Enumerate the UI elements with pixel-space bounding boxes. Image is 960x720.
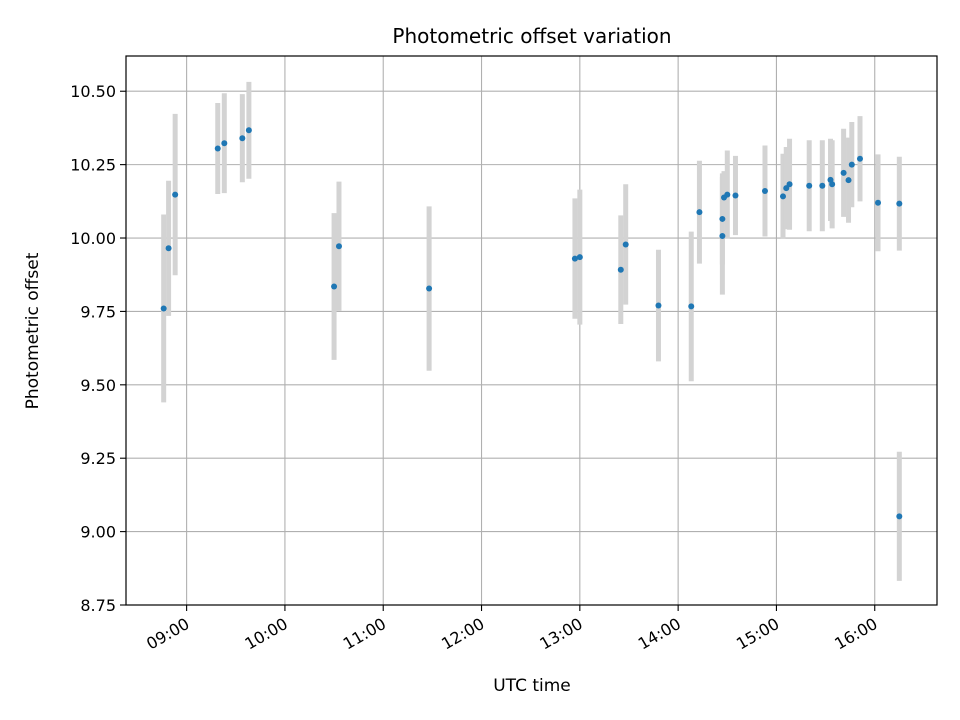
- data-point: [576, 254, 583, 261]
- y-tick-label: 9.75: [80, 302, 116, 321]
- data-point: [335, 243, 342, 250]
- x-axis-label: UTC time: [493, 676, 571, 696]
- y-tick-label: 10.50: [70, 82, 116, 101]
- data-point: [786, 181, 793, 188]
- data-point: [779, 193, 786, 200]
- data-point: [622, 241, 629, 248]
- data-point: [160, 305, 167, 312]
- data-point: [426, 285, 433, 292]
- data-point: [896, 513, 903, 520]
- y-tick-label: 9.00: [80, 523, 116, 542]
- data-point: [856, 155, 863, 162]
- data-point: [732, 192, 739, 199]
- data-point: [819, 182, 826, 189]
- y-tick-label: 10.00: [70, 229, 116, 248]
- data-point: [875, 199, 882, 206]
- y-tick-label: 9.50: [80, 376, 116, 395]
- data-point: [806, 182, 813, 189]
- data-point: [688, 303, 695, 310]
- plot-frame: [125, 55, 938, 606]
- y-axis-label: Photometric offset: [23, 252, 43, 409]
- data-point: [165, 245, 172, 252]
- chart-title: Photometric offset variation: [392, 24, 671, 48]
- data-point: [617, 266, 624, 273]
- data-point: [719, 215, 726, 222]
- data-point: [724, 191, 731, 198]
- data-point: [571, 255, 578, 262]
- data-point: [719, 232, 726, 239]
- data-point: [848, 161, 855, 168]
- data-point: [896, 200, 903, 207]
- data-point: [761, 188, 768, 195]
- y-tick-label: 10.25: [70, 156, 116, 175]
- y-tick-label: 8.75: [80, 596, 116, 615]
- data-points: [160, 127, 903, 520]
- data-point: [214, 145, 221, 152]
- data-point: [245, 127, 252, 134]
- data-point: [829, 181, 836, 188]
- data-point: [845, 177, 852, 184]
- data-point: [655, 302, 662, 309]
- data-point: [840, 169, 847, 176]
- grid: [126, 56, 937, 606]
- data-point: [696, 209, 703, 216]
- data-point: [172, 191, 179, 198]
- y-tick-label: 9.25: [80, 449, 116, 468]
- data-point: [239, 135, 246, 142]
- y-axis: 8.75 9.00 9.25 9.50 9.75 10.00 10.25 10.50: [70, 82, 126, 615]
- data-point: [221, 140, 228, 147]
- data-point: [331, 283, 338, 290]
